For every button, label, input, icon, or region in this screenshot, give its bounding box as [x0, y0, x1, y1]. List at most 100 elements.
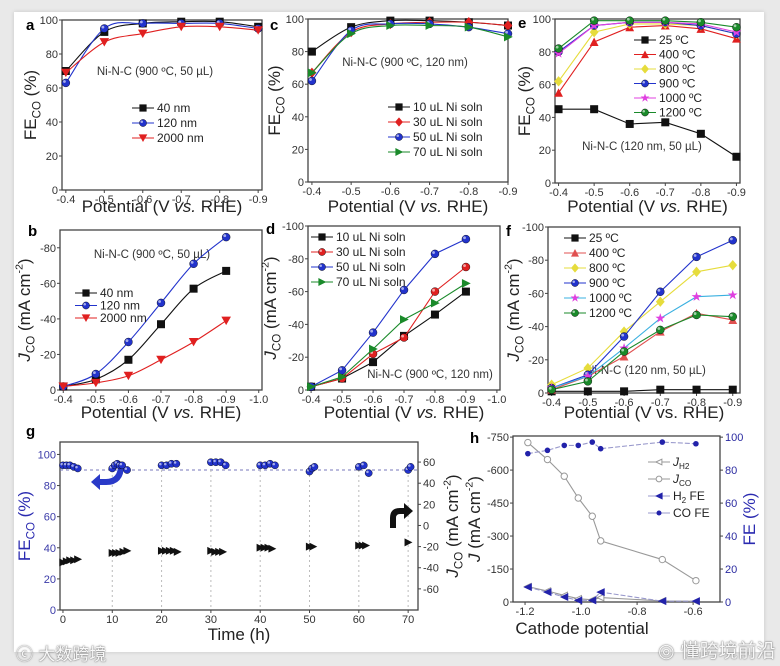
data-point — [368, 328, 378, 337]
label-part: 120 nm — [100, 299, 140, 313]
plot-frame — [307, 18, 509, 183]
x-tick-label: 20 — [155, 614, 167, 626]
y-tick-label: 60 — [539, 80, 551, 92]
annotation: Ni-N-C (120 nm, 50 µL) — [586, 365, 706, 377]
label-part: J — [504, 353, 523, 363]
y-tick-label: 20 — [292, 144, 304, 156]
legend-marker — [640, 93, 650, 102]
data-point — [561, 442, 568, 449]
marker-highlight — [60, 462, 63, 466]
legend-marker — [318, 233, 326, 241]
label-part: vs. — [173, 403, 195, 422]
data-point — [728, 259, 738, 271]
marker-highlight — [178, 20, 182, 24]
y-tick-label: 20 — [46, 151, 58, 163]
data-point — [596, 537, 605, 545]
panel-d: d -0.4 -0.5 -0.6 -0.7 -0.8 -0.9 -1.0 0 -20 -40 -60 -… — [259, 221, 506, 422]
data-point — [575, 442, 582, 449]
label-part: vs. — [420, 197, 442, 216]
y-tick-label: -40 — [288, 319, 304, 331]
series-line — [551, 239, 733, 389]
x-tick-label: 50 — [303, 614, 315, 626]
legend-marker — [318, 248, 326, 256]
data-point — [543, 588, 552, 597]
x-axis-title: Cathode potential — [515, 619, 648, 638]
data-point — [359, 461, 368, 470]
legend-label: 400 ºC — [589, 246, 626, 260]
marker-highlight — [101, 25, 105, 29]
label-part: (mA cm — [504, 273, 523, 335]
marker-highlight — [216, 20, 220, 24]
y-tick-label: 0 — [298, 177, 304, 189]
x-tick-label: -0.9 — [456, 394, 475, 406]
x-tick-label: -0.9 — [249, 194, 268, 206]
marker-highlight — [213, 459, 216, 463]
marker-highlight — [272, 462, 275, 466]
label-part: (mA cm — [443, 489, 462, 551]
data-point — [658, 555, 666, 564]
marker-highlight — [63, 80, 66, 83]
legend-marker — [395, 117, 403, 127]
y-tick-label: -60 — [288, 287, 304, 299]
series-s1 — [547, 308, 738, 394]
data-point — [691, 597, 700, 606]
data-point — [461, 234, 471, 244]
x-tick-label: -0.8 — [184, 394, 203, 406]
legend-label: 50 uL Ni soln — [413, 130, 483, 144]
label-part: (mA cm — [261, 271, 280, 333]
data-point — [583, 362, 593, 374]
marker-highlight — [642, 80, 645, 84]
plot-frame — [547, 226, 741, 394]
data-point — [553, 48, 564, 58]
data-point — [554, 44, 563, 53]
legend-marker — [641, 36, 649, 44]
label-part: RHE) — [196, 197, 242, 216]
legend-marker — [318, 278, 327, 286]
label-part: RHE) — [442, 197, 488, 216]
marker-highlight — [585, 378, 588, 382]
x-tick-label: -1.2 — [516, 606, 535, 618]
label-part: 40 nm — [157, 101, 190, 115]
x-tick-label: -0.4 — [302, 186, 321, 198]
data-point — [124, 337, 133, 347]
legend-label: 40 nm — [100, 286, 133, 300]
series-s2 — [58, 316, 231, 391]
label-part: ) — [15, 258, 34, 264]
data-point — [693, 440, 699, 447]
annotation: Ni-N-C (900 ºC, 120 nm) — [367, 369, 493, 381]
marker-highlight — [370, 329, 374, 333]
marker-highlight — [662, 17, 666, 21]
data-point — [656, 325, 665, 335]
series-line — [558, 25, 737, 94]
data-point — [176, 22, 187, 32]
legend-marker — [395, 103, 403, 111]
y-tick-label: 100 — [38, 449, 56, 461]
label-part: 30 uL Ni soln — [336, 245, 406, 259]
y-tick-label: -80 — [528, 255, 544, 267]
label-part: RHE) — [682, 197, 728, 216]
x-tick-label: 70 — [402, 614, 414, 626]
label-part: 1200 ºC — [659, 106, 702, 120]
y2-tick-label: 60 — [725, 498, 737, 510]
y-tick-label: 0 — [503, 597, 509, 609]
y-tick-label: -100 — [522, 222, 544, 234]
marker-highlight — [621, 333, 625, 337]
label-part: ) — [261, 256, 280, 262]
panel-e: e -0.4 -0.5 -0.6 -0.7 -0.8 -0.9 0 20 40 60 80 100 Pot… — [515, 14, 746, 216]
series-line — [551, 314, 733, 391]
x-tick-label: -0.7 — [651, 397, 670, 409]
marker-highlight — [159, 462, 162, 466]
y-axis-title: JCO (mA cm-2) — [259, 256, 283, 360]
data-point — [590, 105, 599, 114]
data-point — [404, 538, 413, 547]
x-tick-label: 40 — [254, 614, 266, 626]
watermark-right-text: 懂跨境前沿 — [680, 640, 776, 662]
label-part: 40 nm — [100, 286, 133, 300]
legend-label: 900 ºC — [659, 77, 696, 91]
panel-c: c -0.4 -0.5 -0.6 -0.7 -0.8 -0.9 0 20 40 60 80 100 Pot… — [265, 14, 517, 216]
label-part: Potential (V — [81, 403, 174, 422]
x-tick-label: -0.5 — [578, 397, 597, 409]
marker-highlight — [463, 264, 466, 267]
data-point — [222, 266, 231, 275]
series-s2 — [523, 583, 700, 606]
